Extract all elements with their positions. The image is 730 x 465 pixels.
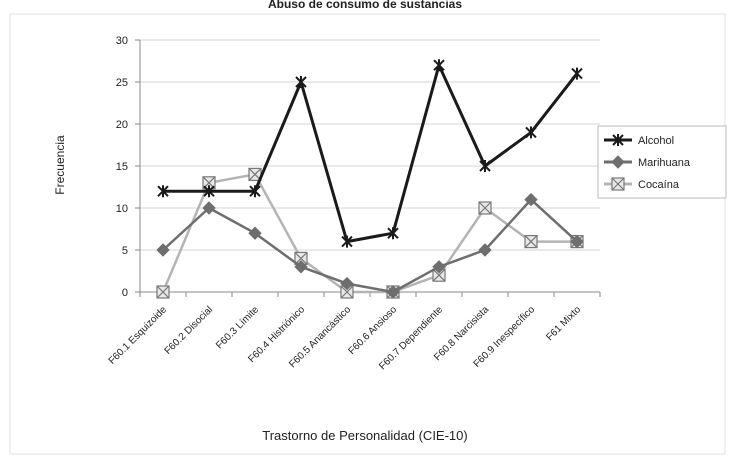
data-point-cross [432,268,446,282]
data-point [203,185,215,198]
data-point [386,285,400,299]
data-point [478,201,492,215]
data-point [479,160,491,172]
data-point [294,260,308,274]
data-point [524,192,538,207]
data-point [433,59,445,72]
data-point [156,243,170,257]
data-point [294,251,308,265]
data-point-cross [156,285,170,299]
data-point [387,227,399,240]
series-cocaína [156,167,584,299]
y-tick-label: 20 [116,119,128,131]
legend-label: Marihuana [638,157,691,169]
data-point-cross [524,235,538,249]
data-point [611,177,625,191]
gridlines [140,39,600,251]
data-point-cross [478,201,492,215]
series-alcohol [157,59,583,248]
data-point [248,226,262,240]
legend-label: Cocaína [638,179,680,191]
series-line [162,198,578,294]
series-marihuana [156,192,584,299]
data-point [525,126,537,139]
data-point [570,234,584,249]
chart-title: Abuso de consumo de sustancias [268,0,462,11]
data-point [612,134,624,146]
y-tick-label: 10 [116,203,128,215]
data-point [249,185,261,198]
series-layer [156,59,584,299]
data-point [432,268,446,282]
chart-area-border [9,13,726,455]
data-point [524,235,538,249]
y-axis-label: Frecuencia [53,135,67,195]
data-point [611,155,625,169]
series-line [163,63,579,244]
data-point [432,260,446,274]
data-point [202,201,216,215]
y-tick-label: 5 [122,245,128,257]
data-point-cross [340,285,354,299]
x-axis-label: Trastorno de Personalidad (CIE-10) [262,428,467,443]
y-tick-label: 25 [116,77,128,89]
x-tick-label: F60.1 Esquizoide [107,304,170,367]
data-point [340,276,354,291]
x-tick-label: F61 Mixto [544,304,583,343]
x-tick-label: F60.3 Límite [214,304,261,351]
data-point [341,235,353,248]
data-point [156,285,170,299]
legend-label: Alcohol [638,135,674,147]
data-point-cross [611,177,625,191]
data-point [157,185,169,198]
data-point [571,67,583,80]
y-tick-label: 15 [116,161,128,173]
data-point [478,243,492,257]
x-tick-label: F60.2 Disocial [163,304,216,357]
y-tick-label: 30 [116,35,128,47]
y-tick-label: 0 [122,287,128,299]
data-point [295,76,307,88]
legend: Alcohol Marihuana Cocaína [597,125,727,199]
